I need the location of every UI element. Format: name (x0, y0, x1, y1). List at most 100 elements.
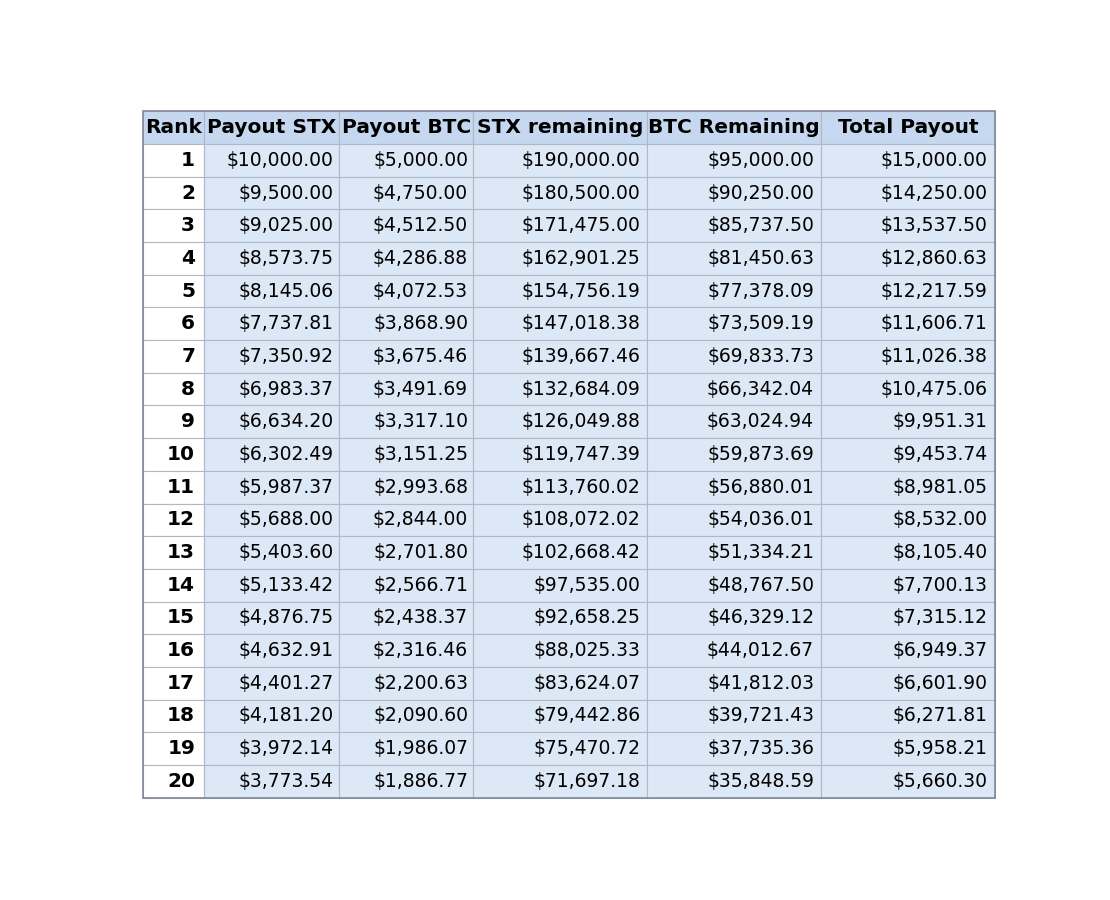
Text: $10,475.06: $10,475.06 (880, 380, 988, 399)
Text: $8,532.00: $8,532.00 (892, 510, 988, 529)
Text: $171,475.00: $171,475.00 (522, 216, 640, 235)
Text: Payout BTC: Payout BTC (342, 118, 471, 138)
Text: $5,987.37: $5,987.37 (239, 478, 333, 497)
Text: 4: 4 (181, 249, 195, 268)
Text: BTC Remaining: BTC Remaining (648, 118, 820, 138)
Text: 14: 14 (168, 576, 195, 595)
Bar (204, 699, 339, 733)
Bar (204, 733, 339, 765)
Bar (204, 406, 339, 438)
Bar (647, 699, 821, 733)
Bar (474, 733, 647, 765)
Bar (474, 667, 647, 699)
Bar (647, 176, 821, 210)
Text: $51,334.21: $51,334.21 (707, 543, 814, 562)
Bar (339, 601, 474, 634)
Text: $12,217.59: $12,217.59 (881, 282, 988, 301)
Bar (339, 340, 474, 373)
Text: 15: 15 (168, 608, 195, 627)
Bar (143, 601, 204, 634)
Bar (474, 569, 647, 601)
Bar (143, 176, 204, 210)
Bar (821, 536, 995, 569)
Text: $1,986.07: $1,986.07 (373, 739, 468, 758)
Bar (821, 503, 995, 536)
Text: $3,491.69: $3,491.69 (373, 380, 468, 399)
Bar (143, 471, 204, 503)
Bar (474, 242, 647, 274)
Text: $73,509.19: $73,509.19 (707, 314, 814, 333)
Bar (339, 536, 474, 569)
Text: $90,250.00: $90,250.00 (707, 184, 814, 202)
Text: STX remaining: STX remaining (477, 118, 644, 138)
Text: $12,860.63: $12,860.63 (881, 249, 988, 268)
Text: $79,442.86: $79,442.86 (533, 706, 640, 725)
Text: $3,972.14: $3,972.14 (239, 739, 333, 758)
Text: $9,500.00: $9,500.00 (239, 184, 333, 202)
Text: $37,735.36: $37,735.36 (707, 739, 814, 758)
Bar (474, 503, 647, 536)
Text: $4,632.91: $4,632.91 (239, 641, 333, 660)
Text: $3,317.10: $3,317.10 (373, 412, 468, 431)
Text: 11: 11 (168, 478, 195, 497)
Text: $81,450.63: $81,450.63 (707, 249, 814, 268)
Text: $119,747.39: $119,747.39 (522, 445, 640, 464)
Bar (474, 373, 647, 406)
Bar (204, 176, 339, 210)
Bar (339, 667, 474, 699)
Text: $5,133.42: $5,133.42 (239, 576, 333, 595)
Bar (339, 406, 474, 438)
Text: $8,573.75: $8,573.75 (239, 249, 333, 268)
Bar (647, 210, 821, 242)
Bar (474, 634, 647, 667)
Bar (143, 406, 204, 438)
Text: $4,876.75: $4,876.75 (239, 608, 333, 627)
Bar (143, 569, 204, 601)
Text: $2,316.46: $2,316.46 (373, 641, 468, 660)
Text: $2,200.63: $2,200.63 (373, 674, 468, 693)
Text: $46,329.12: $46,329.12 (707, 608, 814, 627)
Bar (821, 765, 995, 797)
Bar (647, 438, 821, 471)
Bar (474, 471, 647, 503)
Bar (474, 438, 647, 471)
Text: $2,701.80: $2,701.80 (373, 543, 468, 562)
Text: $48,767.50: $48,767.50 (707, 576, 814, 595)
Bar (143, 112, 204, 144)
Bar (821, 438, 995, 471)
Bar (647, 471, 821, 503)
Text: 12: 12 (168, 510, 195, 529)
Bar (143, 274, 204, 308)
Text: $4,072.53: $4,072.53 (373, 282, 468, 301)
Text: $108,072.02: $108,072.02 (522, 510, 640, 529)
Bar (647, 503, 821, 536)
Bar (339, 308, 474, 340)
Text: 17: 17 (168, 674, 195, 693)
Bar (821, 176, 995, 210)
Bar (204, 144, 339, 176)
Text: 10: 10 (168, 445, 195, 464)
Bar (339, 634, 474, 667)
Bar (143, 733, 204, 765)
Text: $59,873.69: $59,873.69 (707, 445, 814, 464)
Text: $54,036.01: $54,036.01 (707, 510, 814, 529)
Bar (143, 373, 204, 406)
Bar (204, 274, 339, 308)
Text: $9,453.74: $9,453.74 (892, 445, 988, 464)
Text: $39,721.43: $39,721.43 (707, 706, 814, 725)
Bar (143, 340, 204, 373)
Text: $63,024.94: $63,024.94 (707, 412, 814, 431)
Text: $180,500.00: $180,500.00 (522, 184, 640, 202)
Bar (647, 242, 821, 274)
Bar (647, 569, 821, 601)
Bar (339, 733, 474, 765)
Bar (204, 634, 339, 667)
Bar (474, 765, 647, 797)
Text: $4,286.88: $4,286.88 (373, 249, 468, 268)
Bar (474, 144, 647, 176)
Bar (647, 308, 821, 340)
Text: $102,668.42: $102,668.42 (522, 543, 640, 562)
Text: $5,688.00: $5,688.00 (239, 510, 333, 529)
Text: $66,342.04: $66,342.04 (707, 380, 814, 399)
Bar (821, 242, 995, 274)
